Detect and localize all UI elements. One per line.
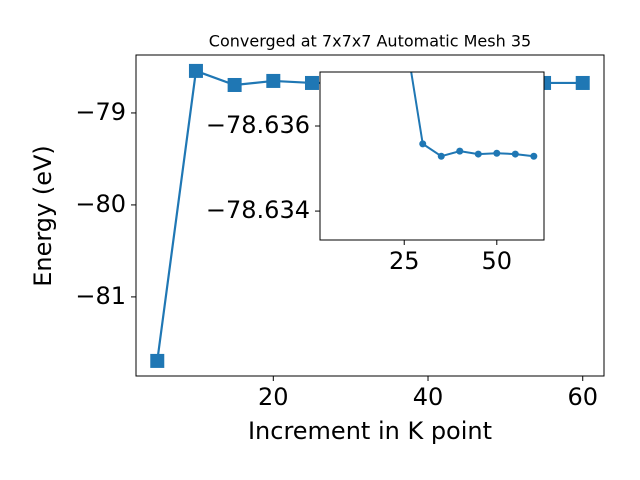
data-point — [474, 150, 482, 158]
data-point — [150, 353, 165, 368]
x-tick-label: 50 — [482, 247, 513, 275]
data-point — [437, 152, 445, 160]
data-point — [188, 63, 203, 78]
data-point — [419, 140, 427, 148]
x-tick-label: 60 — [567, 383, 598, 411]
y-tick-label: −80 — [75, 190, 126, 218]
y-tick-label: −81 — [75, 282, 126, 310]
x-tick-label: 40 — [413, 383, 444, 411]
y-tick-label: −79 — [75, 98, 126, 126]
data-point — [456, 147, 464, 155]
chart-title: Converged at 7x7x7 Automatic Mesh 35 — [209, 32, 531, 51]
axes-frame — [135, 54, 605, 377]
y-tick-label: −78.634 — [206, 196, 310, 224]
data-point — [304, 75, 319, 90]
axes-frame — [319, 71, 545, 241]
data-point — [530, 152, 538, 160]
data-point — [227, 77, 242, 92]
plot-area — [320, 72, 544, 240]
y-axis-label: Energy (eV) — [29, 145, 57, 287]
data-point — [511, 150, 519, 158]
y-tick-label: −78.636 — [206, 111, 310, 139]
data-point — [493, 149, 501, 157]
x-tick-label: 25 — [389, 247, 420, 275]
data-point — [575, 75, 590, 90]
x-axis-label: Increment in K point — [248, 417, 492, 445]
data-point — [266, 73, 281, 88]
x-tick-label: 20 — [258, 383, 289, 411]
series — [410, 72, 538, 160]
